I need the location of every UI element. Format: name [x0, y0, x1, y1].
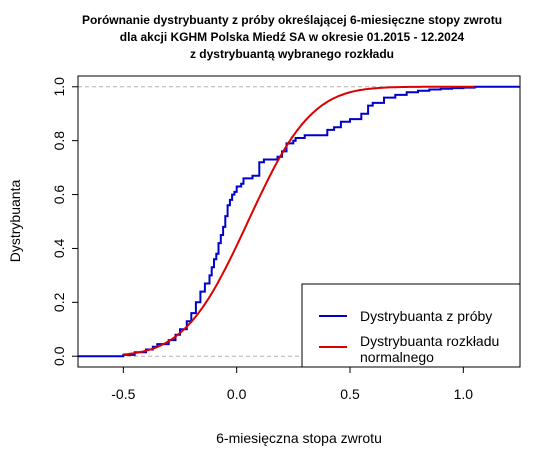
x-tick-label: 0.0 — [227, 386, 247, 402]
legend-label-normal-line-2: normalnego — [360, 349, 434, 365]
legend-box — [301, 283, 521, 368]
legend: Dystrybuanta z próby Dystrybuanta rozkła… — [301, 283, 521, 368]
chart-title-line-2: dla akcji KGHM Polska Miedź SA w okresie… — [120, 30, 465, 44]
plot-frame — [77, 75, 521, 368]
plot-area — [78, 85, 520, 358]
y-tick-label: 0.0 — [51, 346, 67, 366]
chart-title-line-1: Porównanie dystrybuanty z próby określaj… — [82, 13, 502, 27]
y-axis: 0.0 0.2 0.4 0.6 0.8 1.0 — [51, 77, 78, 366]
x-tick-label: 1.0 — [454, 386, 474, 402]
legend-label-normal-line-1: Dystrybuanta rozkładu — [360, 333, 499, 349]
y-axis-label: Dystrybuanta — [7, 180, 23, 263]
y-tick-label: 0.6 — [51, 185, 67, 205]
legend-label-empirical: Dystrybuanta z próby — [360, 308, 492, 324]
x-axis: -0.5 0.0 0.5 1.0 — [111, 367, 473, 402]
y-tick-label: 1.0 — [51, 77, 67, 97]
y-tick-label: 0.2 — [51, 292, 67, 312]
series-empirical-cdf — [78, 85, 520, 358]
x-tick-label: 0.5 — [340, 386, 360, 402]
x-axis-label: 6-miesięczna stopa zwrotu — [216, 430, 382, 446]
y-tick-label: 0.4 — [51, 239, 67, 259]
x-tick-label: -0.5 — [111, 386, 135, 402]
y-tick-label: 0.8 — [51, 131, 67, 151]
series-normal-cdf — [123, 85, 475, 356]
chart-title-line-3: z dystrybuantą wybranego rozkładu — [190, 47, 394, 61]
